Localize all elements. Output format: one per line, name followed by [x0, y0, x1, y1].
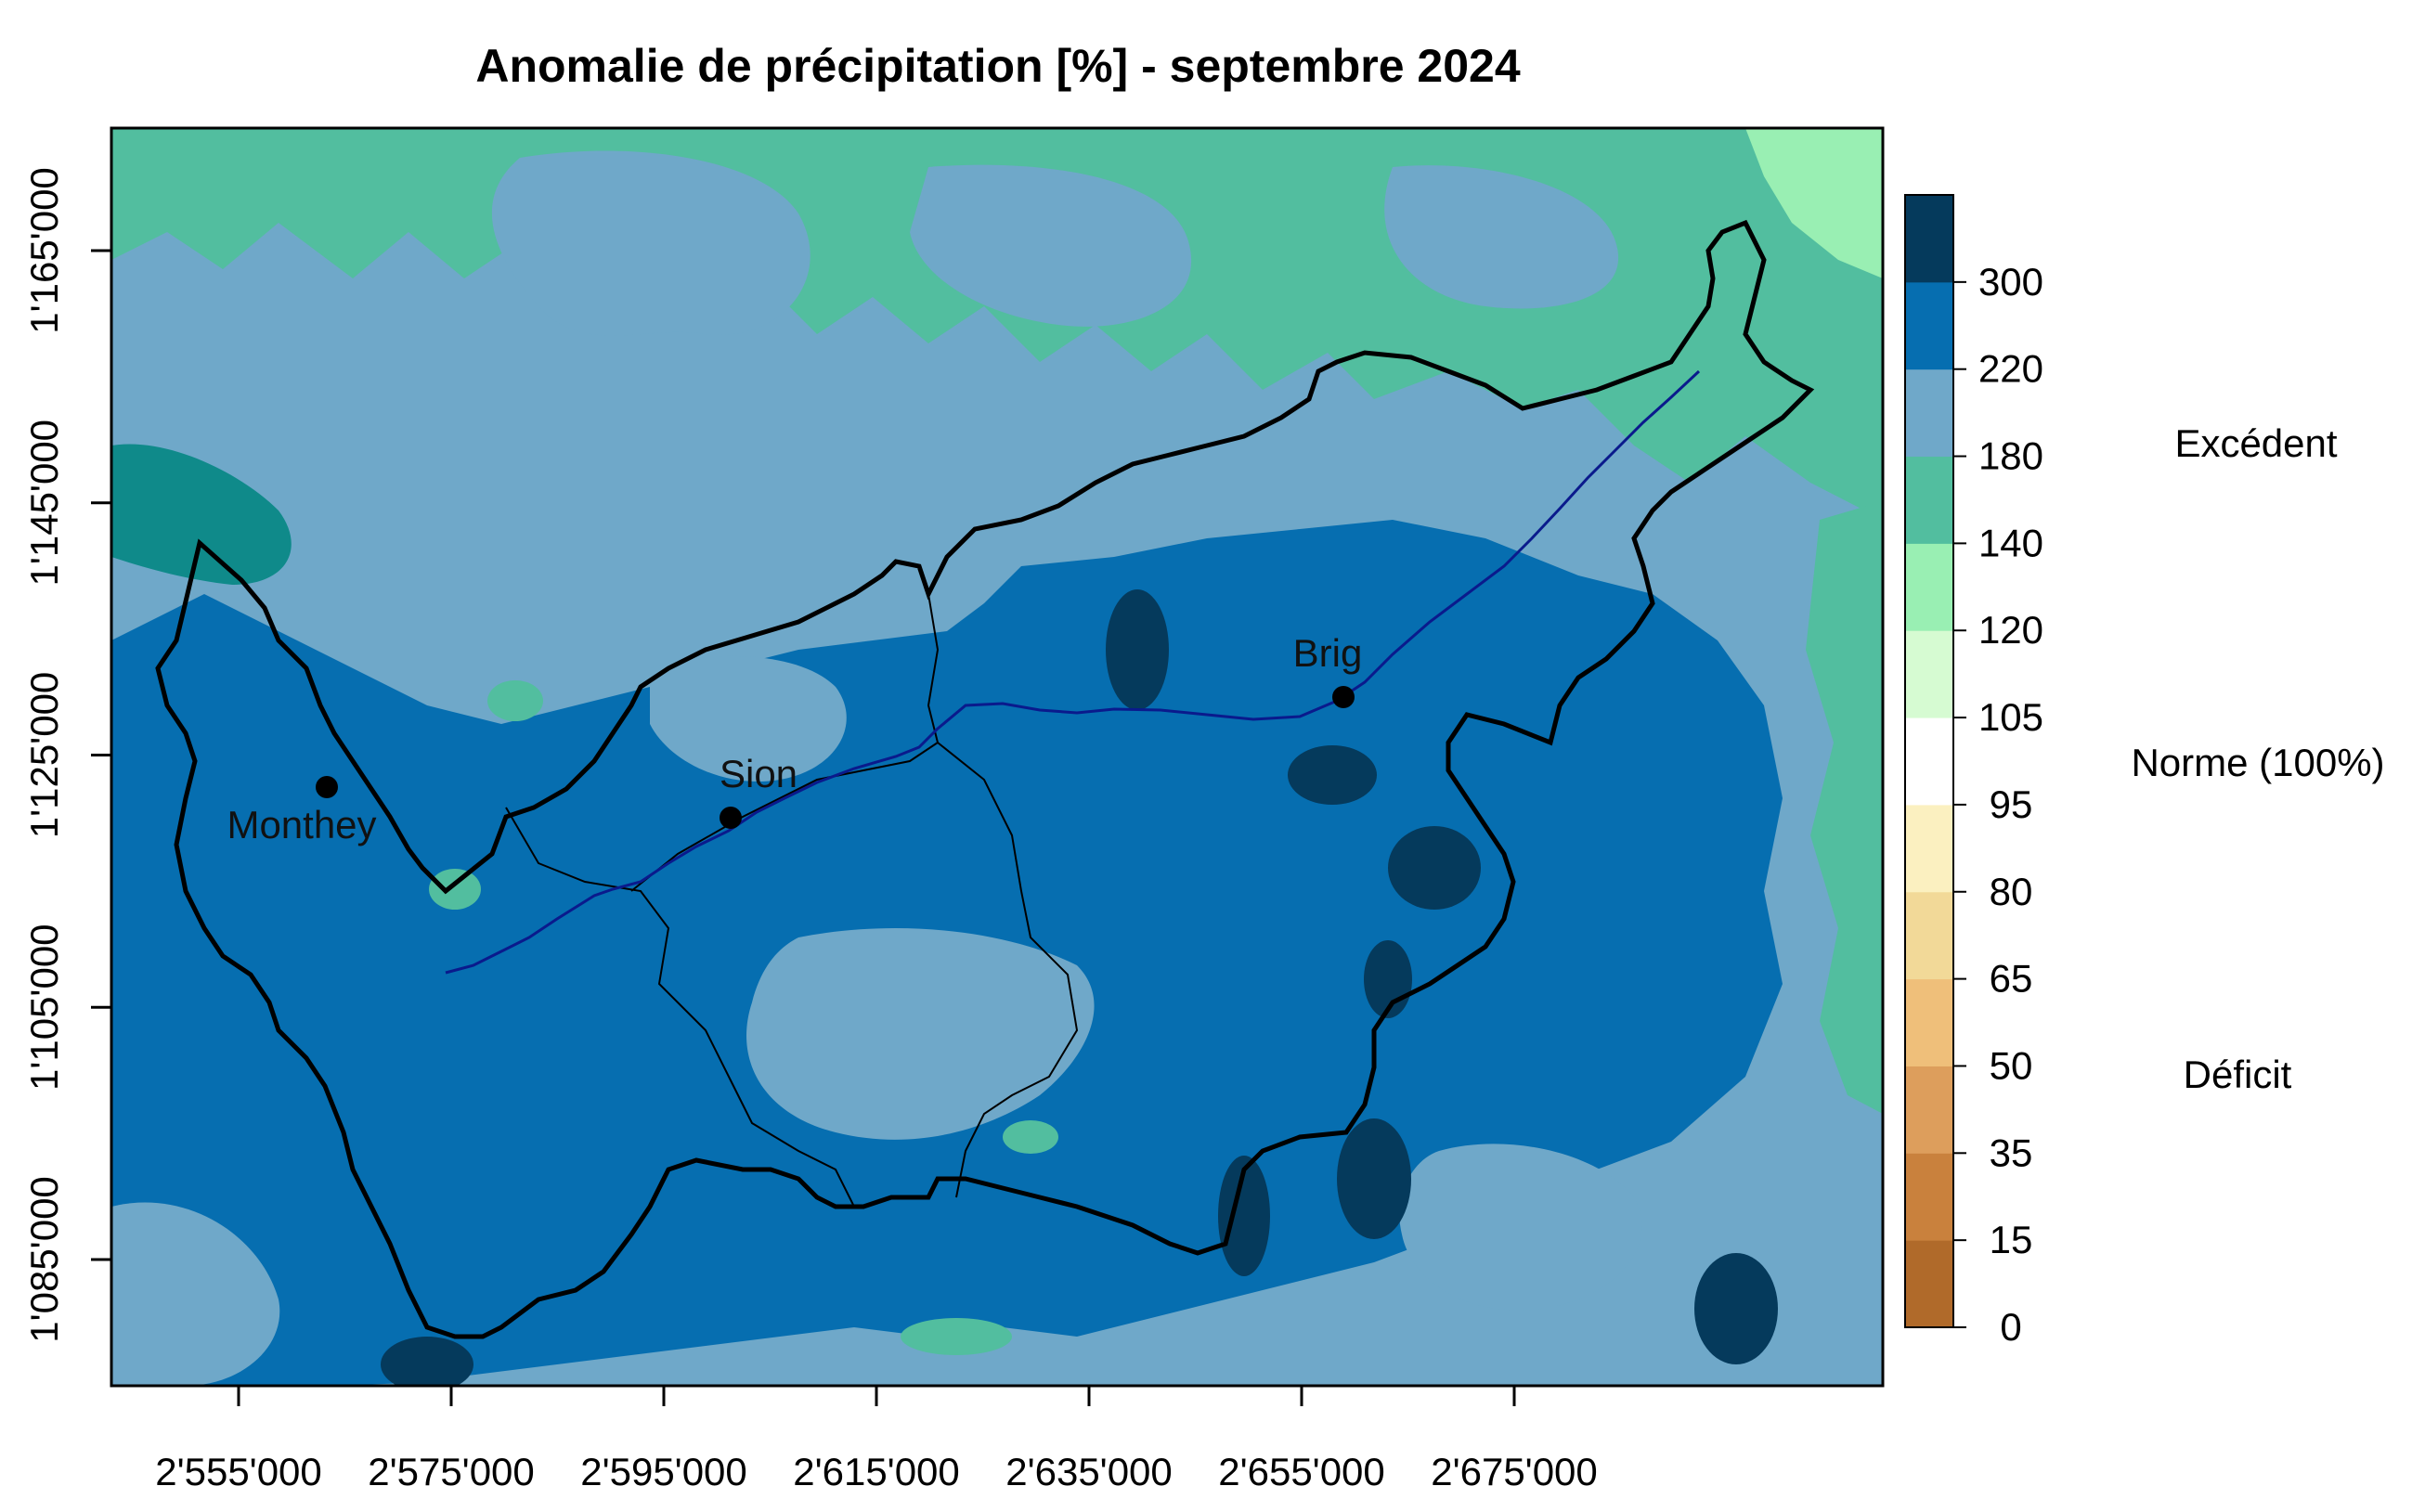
legend-swatch: [1905, 195, 1953, 283]
legend-frame: [1904, 194, 1954, 1328]
legend-tick-label: 120: [1978, 608, 2043, 652]
city-marker-sion: [720, 807, 742, 829]
x-tick-label: 2'555'000: [155, 1450, 322, 1493]
legend-swatch: [1905, 804, 1953, 893]
class-180-220-patch-north-1: [491, 150, 810, 336]
y-tick-label: 1'105'000: [22, 924, 66, 1091]
legend-swatch: [1905, 630, 1953, 718]
map-title: Anomalie de précipitation [%] - septembr…: [475, 40, 1520, 92]
legend-tick-label: 105: [1978, 695, 2043, 739]
class-300-spot-3: [1388, 826, 1481, 910]
class-180-220-patch-north-2: [910, 164, 1192, 327]
y-axis: 1'085'000 1'105'000 1'125'000 1'145'000 1'16…: [22, 167, 113, 1343]
class-300-spot-7: [1694, 1253, 1778, 1364]
legend-label-deficit: Déficit: [2184, 1053, 2292, 1096]
legend-tick-label: 220: [1978, 347, 2043, 391]
y-tick-label: 1'085'000: [22, 1176, 66, 1343]
x-tick-label: 2'675'000: [1431, 1450, 1598, 1493]
class-180-220-patch-south-east: [1399, 1144, 1642, 1311]
legend-tick-label: 15: [1990, 1218, 2033, 1261]
class-300-spot-8: [381, 1337, 473, 1386]
legend-tick-label: 180: [1978, 434, 2043, 478]
legend-tick-label: 95: [1990, 782, 2033, 826]
class-140-180-spot-3: [1003, 1120, 1058, 1154]
legend-tick-label: 300: [1978, 260, 2043, 304]
city-label-brig: Brig: [1293, 631, 1363, 675]
class-180-220-patch-sw: [111, 1202, 280, 1386]
class-140-180-spot-1: [487, 680, 543, 721]
y-tick-label: 1'165'000: [22, 167, 66, 334]
legend-swatch: [1905, 1240, 1953, 1328]
city-label-monthey: Monthey: [227, 803, 376, 846]
legend-tick-label: 65: [1990, 957, 2033, 1001]
y-tick-label: 1'145'000: [22, 420, 66, 587]
x-tick-label: 2'635'000: [1005, 1450, 1173, 1493]
x-axis: 2'555'000 2'575'000 2'595'000 2'615'000 2'63…: [155, 1384, 1598, 1493]
legend-swatch: [1905, 281, 1953, 370]
class-300-spot-1: [1106, 589, 1169, 710]
precipitation-raster: Monthey Sion Brig: [111, 128, 1883, 1386]
legend-tick-label: 50: [1990, 1043, 2033, 1087]
city-label-sion: Sion: [720, 752, 798, 795]
class-140-180-west-dark: [111, 444, 292, 585]
class-300-spot-6: [1218, 1156, 1270, 1276]
legend-swatch: [1905, 891, 1953, 980]
class-120-140-ne: [1745, 128, 1883, 278]
class-140-180-spot-4: [901, 1318, 1012, 1355]
x-tick-label: 2'595'000: [580, 1450, 747, 1493]
legend-swatch: [1905, 368, 1953, 458]
class-140-180-spot-2: [429, 869, 481, 910]
valais-outline: [155, 219, 1815, 1339]
legend-tick-label: 0: [2000, 1305, 2021, 1349]
x-tick-label: 2'615'000: [793, 1450, 960, 1493]
class-300-spot-5: [1337, 1118, 1411, 1239]
legend-swatch: [1905, 717, 1953, 806]
district-boundaries: [505, 593, 1079, 1208]
legend-label-normal: Norme (100%): [2131, 741, 2384, 784]
legend-tick-label: 80: [1990, 870, 2033, 913]
x-tick-label: 2'655'000: [1218, 1450, 1385, 1493]
class-180-220-patch-south-center: [746, 928, 1095, 1140]
class-180-220-patch-center-north: [650, 655, 847, 782]
legend-swatch: [1905, 1066, 1953, 1154]
legend-swatch: [1905, 456, 1953, 544]
city-marker-monthey: [316, 776, 338, 798]
class-140-180-east: [1806, 501, 1883, 1114]
legend-swatch: [1905, 978, 1953, 1066]
city-marker-brig: [1332, 686, 1355, 708]
legend-tick-label: 140: [1978, 521, 2043, 564]
class-180-220-patch-north-3: [1384, 165, 1619, 309]
rhone-river: [445, 369, 1701, 975]
class-300-spot-2: [1288, 745, 1377, 805]
legend-swatch: [1905, 1153, 1953, 1241]
legend-tick-label: 35: [1990, 1131, 2033, 1174]
legend-label-excess: Excédent: [2174, 421, 2337, 465]
colour-legend: 0 15 35 50 65 80 95 105 120 140 180 220 300: [1904, 194, 2043, 1349]
x-tick-label: 2'575'000: [368, 1450, 535, 1493]
y-tick-label: 1'125'000: [22, 672, 66, 839]
legend-swatch: [1905, 543, 1953, 631]
